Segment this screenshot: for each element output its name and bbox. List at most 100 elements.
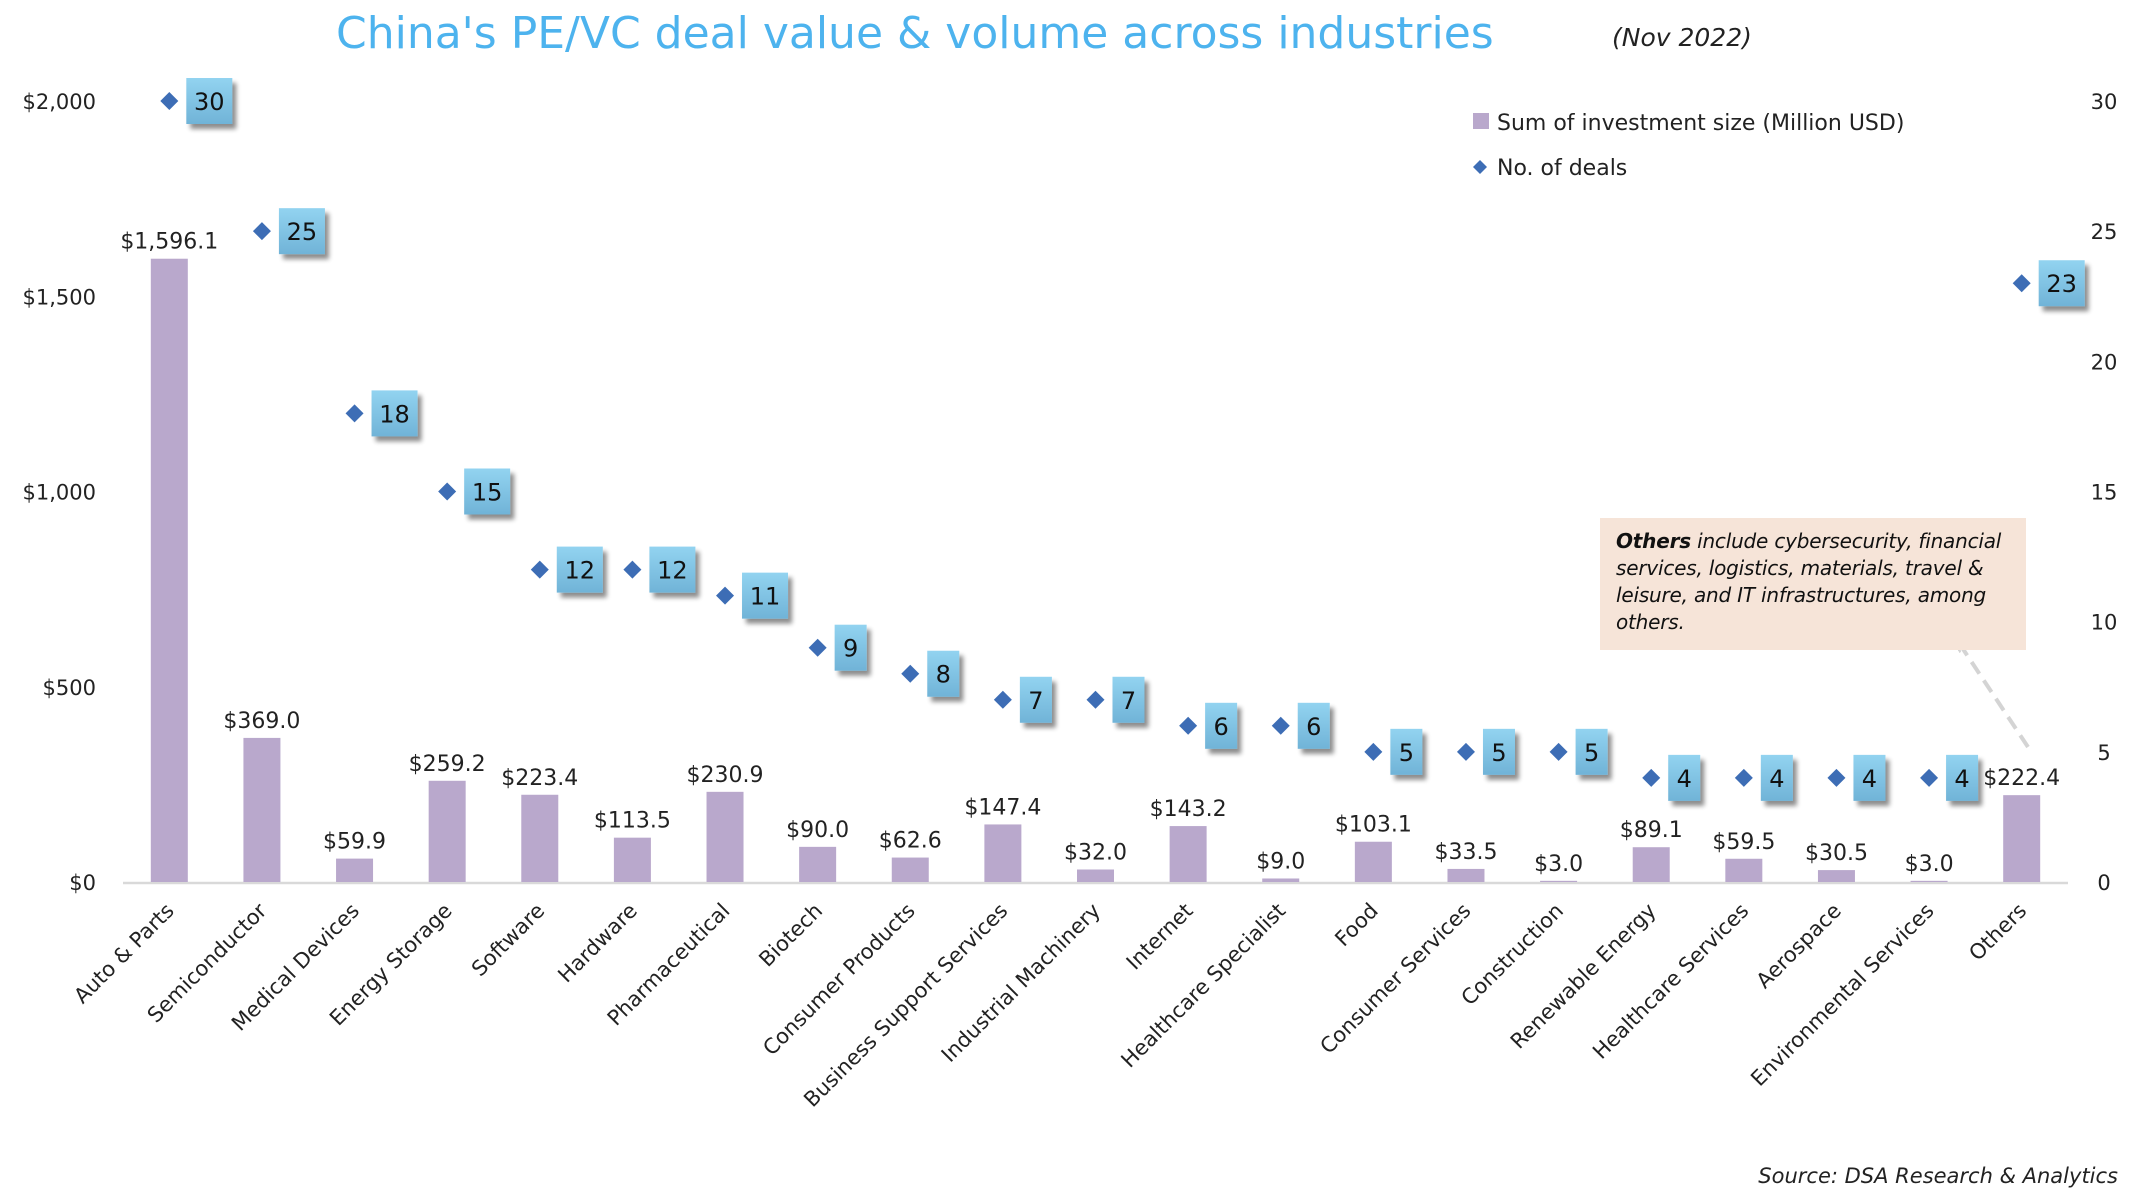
bar-data-labels: $1,596.1 $369.0 $59.9 $259.2 $223.4 $113.5 $23… <box>120 230 2060 877</box>
deal-point: 8 <box>901 650 960 697</box>
deal-point: 12 <box>623 546 696 593</box>
deal-label-box <box>556 546 603 593</box>
deal-label-box <box>1482 728 1515 775</box>
deal-count-label: 6 <box>1213 713 1228 741</box>
deal-label-box <box>186 78 233 124</box>
bar <box>706 791 744 882</box>
annotation-bold: Others <box>1616 529 1691 553</box>
bar-value-label: $222.4 <box>1983 766 2060 791</box>
deal-point: 4 <box>1920 754 1979 801</box>
deal-point: 5 <box>1456 728 1515 775</box>
bar-value-label: $30.5 <box>1805 841 1868 866</box>
legend-diamond-icon <box>1473 160 1487 174</box>
right-axis-tick-label: 10 <box>2091 611 2118 635</box>
right-axis-tick-label: 0 <box>2097 871 2110 895</box>
category-label: Environmental Services <box>1746 899 1938 1091</box>
deal-point: 6 <box>1179 702 1238 749</box>
deal-diamond-marker <box>808 638 827 657</box>
deal-diamond-marker <box>1179 716 1198 735</box>
bar-series <box>150 258 2041 882</box>
deal-point: 18 <box>345 390 418 437</box>
bar-value-label: $113.5 <box>594 809 671 834</box>
deal-point: 4 <box>1642 754 1701 801</box>
deal-diamond-marker <box>1734 768 1753 787</box>
deal-label-box <box>371 390 418 437</box>
deal-label-box <box>927 650 960 697</box>
category-label: Biotech <box>754 899 827 972</box>
deal-label-box <box>1390 728 1423 775</box>
bar-value-label: $33.5 <box>1434 840 1497 865</box>
bar-value-label: $59.5 <box>1712 830 1775 855</box>
deal-point: 6 <box>1271 702 1330 749</box>
category-label: Aerospace <box>1752 899 1846 993</box>
right-axis-tick-label: 25 <box>2091 220 2118 244</box>
deal-count-label: 7 <box>1121 687 1136 715</box>
bar-value-label: $3.0 <box>1534 852 1583 877</box>
deal-diamond-marker <box>1827 768 1846 787</box>
deal-diamond-marker <box>2012 274 2031 293</box>
category-label: Others <box>1964 899 2031 966</box>
deal-count-label: 30 <box>194 88 225 116</box>
deal-label-box <box>1019 676 1052 723</box>
legend-bar-swatch <box>1473 113 1489 129</box>
bar-value-label: $32.0 <box>1064 841 1127 866</box>
left-axis-tick-label: $1,500 <box>23 285 96 309</box>
category-label: Food <box>1330 899 1383 952</box>
bar <box>1169 826 1207 882</box>
bar <box>428 780 466 882</box>
deal-diamond-marker <box>1086 690 1105 709</box>
bar <box>150 258 188 882</box>
deal-point: 30 <box>160 78 233 124</box>
left-axis-tick-label: $1,000 <box>23 481 96 505</box>
legend-label-deals: No. of deals <box>1497 156 1627 181</box>
deal-count-label: 7 <box>1028 687 1043 715</box>
deal-label-box <box>834 624 867 671</box>
bar-value-label: $89.1 <box>1620 818 1683 843</box>
deal-label-box <box>1112 676 1145 723</box>
deal-point: 7 <box>993 676 1052 723</box>
deal-count-label: 4 <box>1862 765 1877 793</box>
bar <box>1540 880 1578 882</box>
deal-label-box <box>278 208 325 255</box>
category-label: Software <box>467 899 549 981</box>
bar-value-label: $62.6 <box>879 829 942 854</box>
deal-diamond-marker <box>438 482 457 501</box>
deal-diamond-marker <box>1642 768 1661 787</box>
deal-count-label: 12 <box>565 557 596 585</box>
left-axis-tick-label: $500 <box>43 676 96 700</box>
deal-label-box <box>1760 754 1793 801</box>
category-label: Hardware <box>553 899 642 988</box>
deal-diamond-marker <box>1271 716 1290 735</box>
deal-label-box <box>464 468 511 515</box>
bar <box>1447 868 1485 882</box>
deal-count-label: 25 <box>287 218 318 246</box>
bar <box>2003 795 2041 882</box>
deal-diamond-marker <box>623 560 642 579</box>
deal-count-label: 6 <box>1306 713 1321 741</box>
bar <box>984 824 1022 882</box>
deal-point: 23 <box>2012 260 2085 307</box>
deal-point: 5 <box>1364 728 1423 775</box>
bar-value-label: $223.4 <box>501 766 578 791</box>
deal-count-label: 4 <box>1677 765 1692 793</box>
bar <box>1910 880 1948 882</box>
deal-point: 12 <box>530 546 603 593</box>
bar <box>521 794 559 882</box>
bar-value-label: $147.4 <box>964 795 1041 820</box>
deal-diamond-marker <box>901 664 920 683</box>
source-note: Source: DSA Research & Analytics <box>1758 1164 2118 1188</box>
deal-label-box <box>742 572 789 619</box>
legend-label-investment: Sum of investment size (Million USD) <box>1497 111 1904 136</box>
deal-label-box <box>649 546 696 593</box>
deal-count-label: 12 <box>657 557 688 585</box>
deal-count-label: 18 <box>379 400 410 428</box>
bar <box>1077 869 1114 882</box>
bar <box>1725 858 1763 882</box>
deal-label-box <box>1297 702 1330 749</box>
right-axis-tick-label: 30 <box>2091 90 2118 114</box>
bar <box>336 858 374 882</box>
bar-value-label: $59.9 <box>323 830 386 855</box>
deal-count-label: 4 <box>1954 765 1969 793</box>
others-annotation: Others include cybersecurity, financial … <box>1600 518 2026 650</box>
